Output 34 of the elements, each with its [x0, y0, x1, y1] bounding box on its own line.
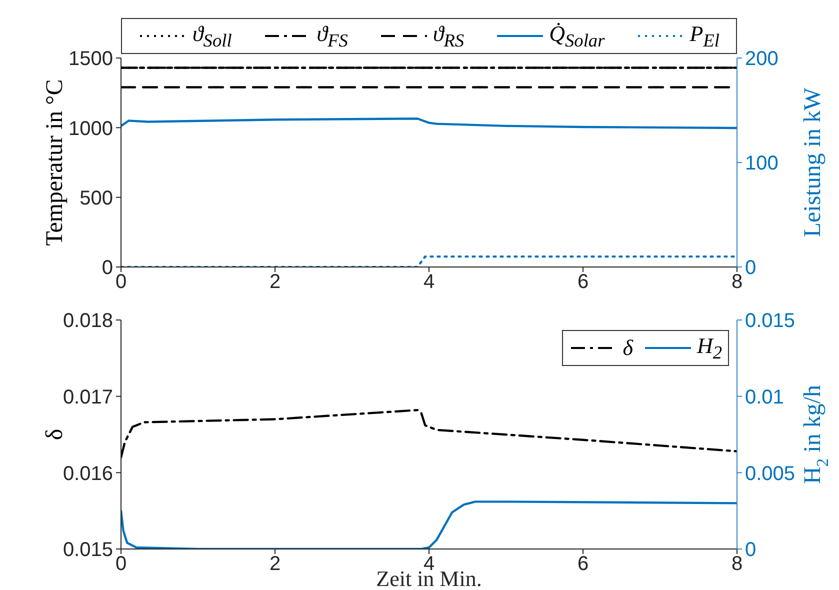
y-axis-title: δ [42, 428, 68, 440]
legend-label: Q̇$_{Solar}$ [549, 21, 605, 52]
legend-label: P$_{El}$ [690, 21, 720, 52]
x-tick-label: 8 [731, 271, 743, 294]
legend-label: ϑ$_{Soll}$ [192, 21, 232, 52]
y-tick-label: 0.015 [62, 539, 113, 562]
y2-tick-label: 200 [745, 48, 778, 70]
x-tick-label: 6 [577, 271, 589, 294]
x-tick-label: 2 [269, 271, 281, 294]
x-tick-label: 6 [577, 553, 589, 576]
legend-label: ϑ$_{RS}$ [432, 21, 464, 52]
y-tick-label: 0.016 [62, 462, 113, 485]
y-axis-title: Temperatur in °C [42, 79, 68, 246]
y-tick-label: 500 [80, 187, 113, 210]
y2-tick-label: 0.01 [745, 386, 784, 408]
y-tick-label: 1500 [68, 48, 113, 70]
y-tick-label: 0.018 [62, 310, 113, 332]
legend-label: ϑ$_{FS}$ [316, 21, 348, 52]
x-tick-label: 4 [423, 271, 435, 294]
y2-tick-label: 0 [745, 539, 756, 562]
y-tick-label: 0 [102, 257, 113, 280]
legend-label: H$_{2}$ [696, 333, 722, 364]
x-tick-label: 0 [115, 553, 127, 576]
x-tick-label: 0 [115, 271, 127, 294]
y2-tick-label: 0 [745, 257, 756, 280]
y2-axis-title: Leistung in kW [800, 88, 826, 238]
x-tick-label: 2 [269, 553, 281, 576]
y-tick-label: 0.017 [62, 386, 113, 408]
x-tick-label: 8 [731, 553, 743, 576]
y2-tick-label: 100 [745, 152, 778, 175]
y-tick-label: 1000 [68, 118, 113, 140]
y2-tick-label: 0.015 [745, 310, 796, 332]
legend-label: δ [622, 335, 633, 362]
y2-tick-label: 0.005 [745, 462, 796, 485]
